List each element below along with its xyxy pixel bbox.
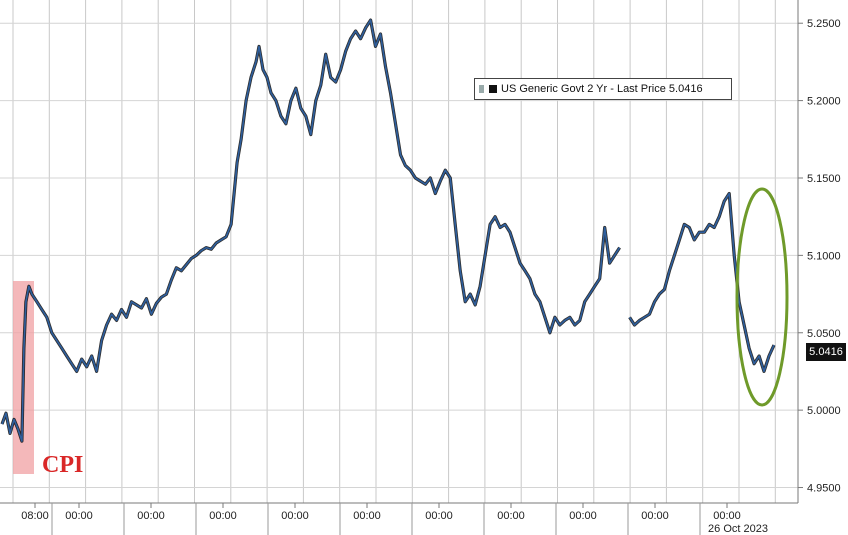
x-tick-label: 00:00 [281,510,309,522]
x-tick-label: 00:00 [425,510,453,522]
series-line [628,192,775,373]
y-tick-label: 5.1500 [807,173,841,185]
y-axis-ticks: 5.2500 5.2000 5.1500 5.1000 5.0500 5.0000 4.95… [798,18,841,495]
x-tick-label: 00:00 [497,510,525,522]
x-tick-label: 00:00 [569,510,597,522]
legend-swatch [489,85,497,93]
x-tick-label: 00:00 [209,510,237,522]
x-date-label: 26 Oct 2023 [708,523,768,535]
legend-swatch-secondary [479,85,484,93]
last-price-label: 5.0416 [806,343,846,361]
highlight-ellipse [735,187,789,407]
vertical-gridlines [12,0,776,503]
series-line-shadow [628,191,776,373]
y-tick-label: 5.0500 [807,328,841,340]
legend: US Generic Govt 2 Yr - Last Price 5.0416 [474,78,732,100]
y-tick-label: 4.9500 [807,483,841,495]
legend-label: US Generic Govt 2 Yr - Last Price 5.0416 [501,83,703,95]
x-tick-label: 00:00 [137,510,165,522]
y-tick-label: 5.1000 [807,250,841,262]
x-tick-label: 00:00 [353,510,381,522]
x-tick-label: 08:00 [21,510,49,522]
x-tick-label: 00:00 [65,510,93,522]
series-line [1,19,621,442]
x-axis-ticks: 08:00 00:00 00:00 00:00 00:00 00:00 00:00 00:00… [21,503,768,535]
x-tick-label: 00:00 [713,510,741,522]
cpi-annotation: CPI [42,452,84,478]
horizontal-gridlines [0,22,798,489]
y-tick-label: 5.2000 [807,96,841,108]
y-tick-label: 5.2500 [807,18,841,30]
y-tick-label: 5.0000 [807,405,841,417]
series-group [0,18,776,443]
x-tick-label: 00:00 [641,510,669,522]
